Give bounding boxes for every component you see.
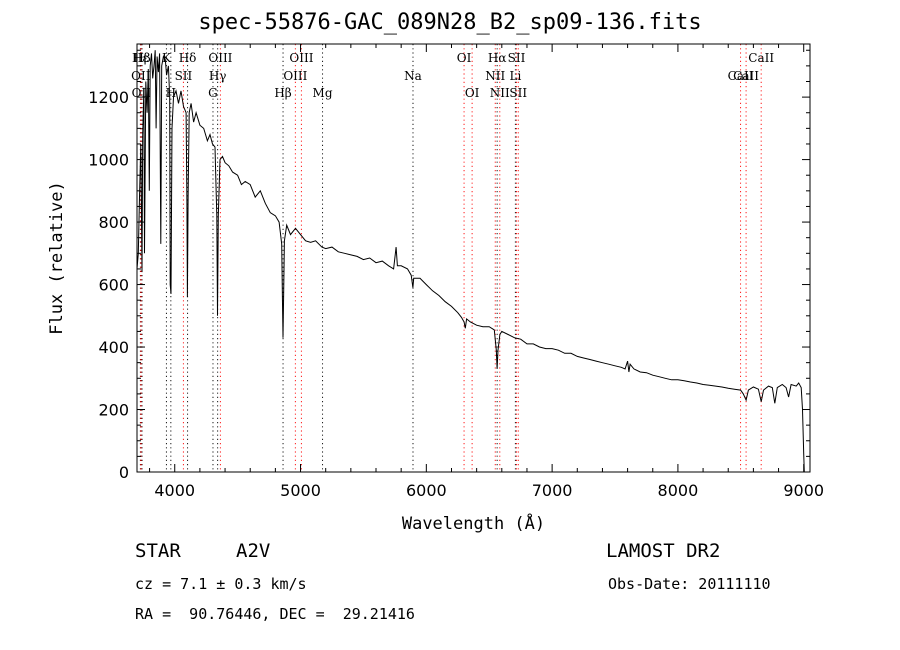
line-label-25: CaII (728, 69, 754, 83)
line-label-18: Hα (488, 51, 507, 65)
x-axis-label: Wavelength (Å) (402, 512, 545, 534)
line-label-13: OIII (283, 69, 307, 83)
spectral-subclass: A2V (236, 540, 271, 562)
y-axis-ticks: 0 200 400 600 800 1000 1200 (88, 49, 810, 482)
flux-line (136, 50, 805, 473)
line-label-26: CaII (733, 69, 759, 83)
plot-frame (136, 43, 811, 473)
line-label-16: OI (457, 51, 472, 65)
line-label-11: Hβ (274, 86, 291, 100)
spectrum-series (136, 50, 805, 473)
line-label-3: Hβ (133, 51, 150, 65)
line-label-7: SII (175, 69, 193, 83)
observation-date: Obs-Date: 20111110 (608, 575, 771, 593)
y-tick-label-3: 600 (98, 276, 129, 295)
line-label-17: OI (465, 86, 480, 100)
x-tick-label-4: 8000 (658, 481, 699, 500)
y-axis-label: Flux (relative) (47, 181, 67, 335)
line-label-21: SII (508, 51, 526, 65)
line-label-4: K (162, 51, 172, 65)
line-label-12: OIII (289, 51, 313, 65)
survey-name: LAMOST DR2 (606, 540, 721, 562)
line-label-22: SII (509, 86, 527, 100)
line-label-15: Na (404, 69, 422, 83)
x-tick-label-5: 9000 (783, 481, 824, 500)
chart-title: spec-55876-GAC_089N28_B2_sp09-136.fits (198, 10, 702, 35)
y-tick-label-1: 200 (98, 401, 129, 420)
y-tick-label-0: 0 (119, 463, 129, 482)
sky-coordinates: RA = 90.76446, DEC = 29.21416 (135, 605, 415, 623)
x-tick-label-2: 6000 (406, 481, 447, 500)
line-label-23: Li (509, 69, 521, 83)
line-label-14: Mg (313, 86, 333, 100)
y-tick-label-5: 1000 (88, 151, 129, 170)
object-type: STAR (135, 540, 181, 562)
line-label-1: OII (131, 69, 151, 83)
spectral-line-markers (139, 44, 762, 472)
x-axis-ticks: 4000 5000 6000 7000 8000 9000 (149, 44, 824, 500)
redshift-value: cz = 7.1 ± 0.3 km/s (135, 575, 307, 593)
line-label-20: NII (490, 86, 510, 100)
line-label-0: Hε (132, 51, 149, 65)
x-tick-label-1: 5000 (280, 481, 321, 500)
y-tick-label-2: 400 (98, 338, 129, 357)
line-label-8: OIII (208, 51, 232, 65)
line-label-10: G (208, 86, 218, 100)
line-label-9: Hγ (209, 69, 227, 83)
y-tick-label-4: 800 (98, 213, 129, 232)
line-label-6: Hδ (179, 51, 197, 65)
line-label-24: CaII (748, 51, 774, 65)
line-label-19: NII (485, 69, 505, 83)
line-label-5: H (166, 86, 176, 100)
y-tick-label-6: 1200 (88, 88, 129, 107)
x-tick-label-3: 7000 (532, 481, 573, 500)
x-tick-label-0: 4000 (154, 481, 195, 500)
